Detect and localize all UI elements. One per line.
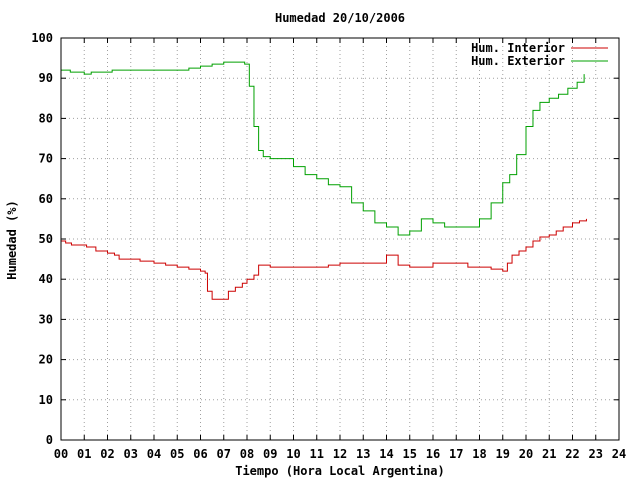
y-tick-label: 70 <box>39 152 53 166</box>
x-tick-label: 11 <box>310 447 324 461</box>
legend-label: Hum. Exterior <box>471 54 565 68</box>
x-tick-label: 00 <box>54 447 68 461</box>
x-tick-label: 21 <box>542 447 556 461</box>
chart-title: Humedad 20/10/2006 <box>275 11 405 25</box>
y-axis-label: Humedad (%) <box>5 200 19 279</box>
x-tick-label: 23 <box>589 447 603 461</box>
x-tick-label: 10 <box>286 447 300 461</box>
x-tick-label: 04 <box>147 447 161 461</box>
x-tick-label: 19 <box>496 447 510 461</box>
y-tick-label: 30 <box>39 312 53 326</box>
x-axis-label: Tiempo (Hora Local Argentina) <box>235 464 445 478</box>
x-tick-label: 20 <box>519 447 533 461</box>
y-tick-label: 0 <box>46 433 53 447</box>
x-tick-label: 16 <box>426 447 440 461</box>
x-tick-label: 22 <box>565 447 579 461</box>
grid-lines <box>61 38 619 440</box>
y-tick-label: 60 <box>39 192 53 206</box>
x-tick-label: 18 <box>472 447 486 461</box>
y-tick-label: 40 <box>39 272 53 286</box>
x-tick-label: 03 <box>124 447 138 461</box>
x-tick-label: 12 <box>333 447 347 461</box>
y-tick-label: 100 <box>31 31 53 45</box>
x-tick-label: 01 <box>77 447 91 461</box>
x-tick-label: 14 <box>379 447 393 461</box>
y-tick-label: 50 <box>39 232 53 246</box>
series-line-exterior <box>61 61 585 236</box>
plot-frame <box>60 37 620 441</box>
x-axis-ticks: 00 01 02 03 04 05 06 07 08 09 10 11 12 13 14 15 16 17 18 19… <box>54 38 626 461</box>
y-axis-ticks: 0 10 20 30 40 50 60 70 80 90 100 <box>31 31 619 447</box>
x-tick-label: 24 <box>612 447 626 461</box>
x-tick-label: 07 <box>217 447 231 461</box>
x-tick-label: 08 <box>240 447 254 461</box>
x-tick-label: 09 <box>263 447 277 461</box>
x-tick-label: 17 <box>449 447 463 461</box>
series-lines <box>61 61 587 300</box>
y-tick-label: 10 <box>39 393 53 407</box>
x-tick-label: 06 <box>193 447 207 461</box>
legend-label: Hum. Interior <box>471 41 565 55</box>
y-tick-label: 20 <box>39 353 53 367</box>
series-line-interior <box>61 218 587 300</box>
x-tick-label: 15 <box>403 447 417 461</box>
y-tick-label: 90 <box>39 71 53 85</box>
y-tick-label: 80 <box>39 111 53 125</box>
x-tick-label: 02 <box>100 447 114 461</box>
x-tick-label: 13 <box>356 447 370 461</box>
x-tick-label: 05 <box>170 447 184 461</box>
